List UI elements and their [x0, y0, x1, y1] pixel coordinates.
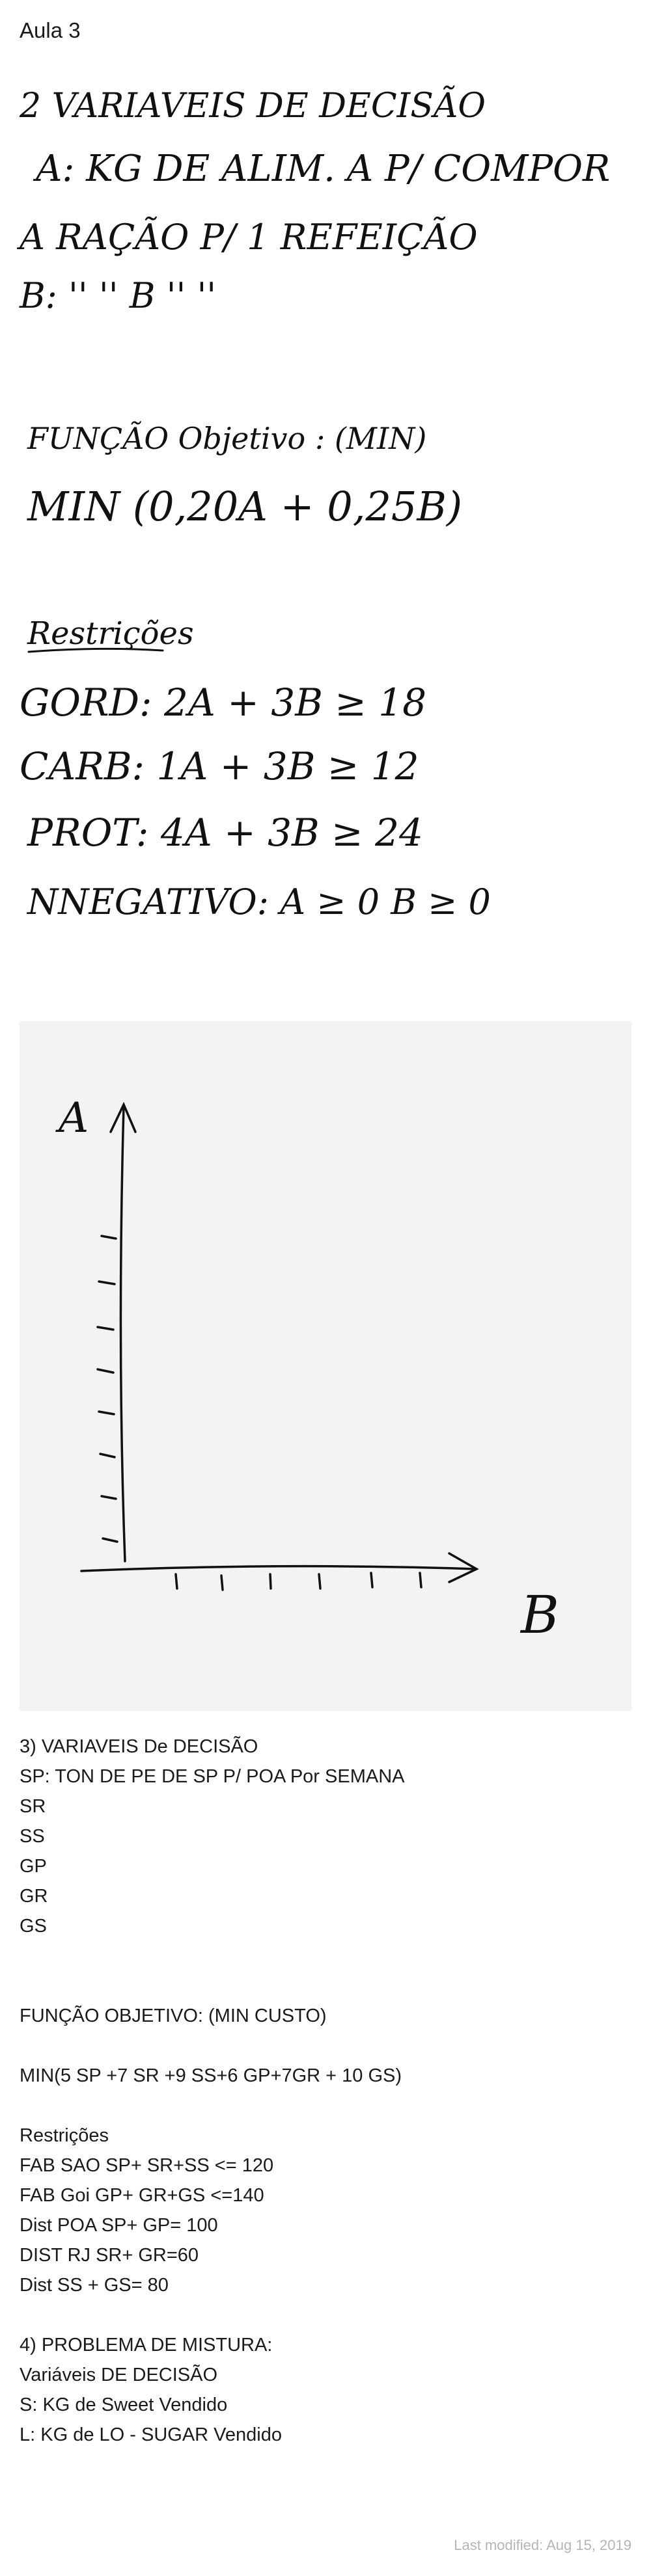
section3-line-gp: GP: [20, 1856, 47, 1877]
handwritten-notes: 2 VARIAVEIS DE DECISÃO A: KG DE ALIM. A …: [16, 86, 610, 922]
section4-line-l: L: KG de LO - SUGAR Vendido: [20, 2424, 282, 2445]
section3-line-gs: GS: [20, 1916, 47, 1937]
x-tick: [370, 1572, 374, 1589]
restriction-dist-rj: DIST RJ SR+ GR=60: [20, 2245, 199, 2266]
hw-underline: [27, 647, 164, 653]
section4-heading: 4) PROBLEMA DE MISTURA:: [20, 2335, 273, 2355]
hw-line-racao: A RAÇÃO P/ 1 REFEIÇÃO: [16, 216, 478, 258]
restriction-fab-goi: FAB Goi GP+ GR+GS <=140: [20, 2185, 264, 2206]
page-title: Aula 3: [20, 18, 81, 42]
restriction-fab-sao: FAB SAO SP+ SR+SS <= 120: [20, 2155, 274, 2176]
section4-line-s: S: KG de Sweet Vendido: [20, 2395, 228, 2415]
section3-line-sr: SR: [20, 1796, 46, 1817]
x-tick: [419, 1572, 422, 1589]
section4-subheading: Variáveis DE DECISÃO: [20, 2365, 218, 2385]
hw-line-var-b: B: '' '' B '' '': [19, 275, 216, 316]
y-tick: [96, 1368, 115, 1374]
y-tick: [98, 1280, 116, 1285]
hw-line-objective-expr: MIN (0,20A + 0,25B): [27, 483, 462, 530]
y-tick: [102, 1537, 118, 1543]
restriction-dist-ss: Dist SS + GS= 80: [20, 2275, 169, 2296]
restriction-dist-poa: Dist POA SP+ GP= 100: [20, 2215, 218, 2236]
section3-line-ss: SS: [20, 1826, 45, 1847]
y-tick: [98, 1410, 115, 1415]
restrictions-heading: Restrições: [20, 2125, 109, 2146]
x-tick: [318, 1573, 322, 1590]
hw-line-var-a: A: KG DE ALIM. A P/ COMPOR: [33, 148, 610, 190]
objective-expression: MIN(5 SP +7 SR +9 SS+6 GP+7GR + 10 GS): [20, 2065, 402, 2086]
hw-line-carb: CARB: 1A + 3B ≥ 12: [20, 744, 419, 788]
hw-line-restrictions: Restrições: [27, 615, 194, 652]
x-axis-label: B: [519, 1585, 559, 1645]
typed-notes: 3) VARIAVEIS De DECISÃO SP: TON DE PE DE…: [20, 1732, 631, 2450]
y-axis-line: [119, 1105, 126, 1563]
section3-line-sp: SP: TON DE PE DE SP P/ POA Por SEMANA: [20, 1766, 405, 1787]
section3-heading: 3) VARIAVEIS De DECISÃO: [20, 1736, 258, 1757]
y-tick: [100, 1495, 117, 1500]
hw-line-gord: GORD: 2A + 3B ≥ 18: [20, 680, 426, 725]
y-tick: [96, 1326, 115, 1331]
section3-line-gr: GR: [20, 1886, 48, 1907]
x-axis-line: [80, 1564, 477, 1572]
hw-line-decision-vars: 2 VARIAVEIS DE DECISÃO: [19, 86, 486, 126]
hw-line-prot: PROT: 4A + 3B ≥ 24: [27, 811, 423, 855]
x-tick: [220, 1574, 224, 1591]
hw-line-objective-title: FUNÇÃO Objetivo : (MIN): [27, 421, 426, 456]
x-tick: [269, 1573, 272, 1590]
axes-sketch: A B: [20, 1021, 631, 1711]
y-axis-label: A: [55, 1094, 89, 1142]
last-modified: Last modified: Aug 15, 2019: [454, 2537, 631, 2553]
y-tick: [99, 1453, 116, 1458]
y-axis-arrow: [109, 1101, 137, 1133]
hw-line-nnegativo: NNEGATIVO: A ≥ 0 B ≥ 0: [26, 881, 491, 922]
x-tick: [174, 1573, 178, 1590]
x-axis-arrow: [448, 1552, 479, 1583]
objective-title: FUNÇÃO OBJETIVO: (MIN CUSTO): [20, 2006, 327, 2026]
y-tick: [100, 1235, 117, 1240]
